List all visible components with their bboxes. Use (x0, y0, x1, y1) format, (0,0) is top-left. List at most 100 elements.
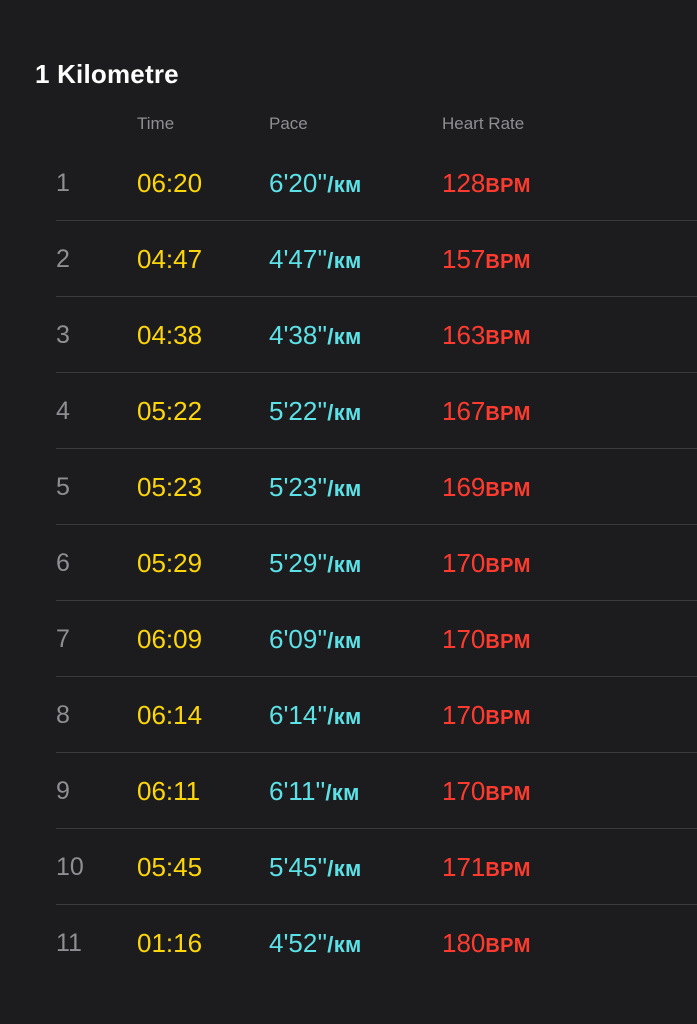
row-divider (56, 372, 697, 373)
row-divider (56, 220, 697, 221)
split-time: 04:38 (137, 320, 203, 350)
heart-rate-unit: BPM (485, 859, 531, 881)
split-heart-rate: 170BPM (442, 525, 531, 604)
split-heart-rate: 170BPM (442, 753, 531, 832)
split-time: 06:20 (137, 168, 203, 198)
heart-rate-unit: BPM (485, 327, 531, 349)
split-heart-rate-value: 167 (442, 396, 486, 426)
split-heart-rate: 167BPM (442, 373, 531, 452)
split-pace: 6'20''/км (269, 145, 362, 223)
split-heart-rate: 170BPM (442, 677, 531, 756)
split-index: 4 (56, 397, 70, 425)
row-divider (56, 524, 697, 525)
split-heart-rate: 163BPM (442, 297, 531, 376)
split-pace: 5'45''/км (269, 829, 362, 907)
split-row: 4 05:22 5'22''/км 167BPM (0, 373, 697, 449)
split-time: 04:47 (137, 244, 203, 274)
pace-unit: /км (327, 172, 362, 197)
row-divider (56, 296, 697, 297)
split-time: 05:22 (137, 396, 203, 426)
row-divider (56, 600, 697, 601)
split-index: 11 (56, 929, 82, 957)
heart-rate-unit: BPM (485, 479, 531, 501)
section-title: 1 Kilometre (35, 59, 179, 89)
pace-unit: /км (327, 248, 362, 273)
split-heart-rate: 171BPM (442, 829, 531, 908)
split-index: 9 (56, 777, 70, 805)
split-heart-rate: 170BPM (442, 601, 531, 680)
split-pace-value: 5'29'' (269, 548, 328, 578)
split-row: 11 01:16 4'52''/км 180BPM (0, 905, 697, 981)
split-pace: 5'23''/км (269, 449, 362, 527)
split-pace: 4'52''/км (269, 905, 362, 983)
split-time: 06:14 (137, 700, 203, 730)
split-heart-rate: 157BPM (442, 221, 531, 300)
pace-unit: /км (327, 476, 362, 501)
split-row: 6 05:29 5'29''/км 170BPM (0, 525, 697, 601)
split-row: 1 06:20 6'20''/км 128BPM (0, 145, 697, 221)
split-pace-value: 4'47'' (269, 244, 328, 274)
split-index: 2 (56, 245, 70, 273)
heart-rate-unit: BPM (485, 783, 531, 805)
split-time: 05:45 (137, 852, 203, 882)
heart-rate-column-header: Heart Rate (442, 114, 525, 133)
split-pace: 6'09''/км (269, 601, 362, 679)
pace-unit: /км (327, 552, 362, 577)
split-heart-rate-value: 163 (442, 320, 486, 350)
heart-rate-unit: BPM (485, 555, 531, 577)
split-time: 06:09 (137, 624, 203, 654)
pace-unit: /км (327, 704, 362, 729)
split-pace-value: 4'52'' (269, 928, 328, 958)
split-pace: 6'14''/км (269, 677, 362, 755)
split-heart-rate: 169BPM (442, 449, 531, 528)
row-divider (56, 676, 697, 677)
pace-unit: /км (327, 628, 362, 653)
split-pace-value: 4'38'' (269, 320, 328, 350)
split-heart-rate-value: 157 (442, 244, 486, 274)
row-divider (56, 904, 697, 905)
split-row: 7 06:09 6'09''/км 170BPM (0, 601, 697, 677)
heart-rate-unit: BPM (485, 175, 531, 197)
time-column-header: Time (137, 114, 175, 133)
pace-unit: /км (325, 780, 360, 805)
pace-column-header: Pace (269, 114, 308, 133)
split-heart-rate: 180BPM (442, 905, 531, 984)
split-row: 2 04:47 4'47''/км 157BPM (0, 221, 697, 297)
split-pace-value: 5'23'' (269, 472, 328, 502)
split-pace: 5'29''/км (269, 525, 362, 603)
split-heart-rate-value: 170 (442, 548, 486, 578)
pace-unit: /км (327, 932, 362, 957)
split-pace-value: 6'09'' (269, 624, 328, 654)
pace-unit: /км (327, 324, 362, 349)
split-heart-rate-value: 169 (442, 472, 486, 502)
split-heart-rate: 128BPM (442, 145, 531, 224)
pace-unit: /км (327, 856, 362, 881)
split-pace-value: 5'22'' (269, 396, 328, 426)
split-pace-value: 6'14'' (269, 700, 328, 730)
split-pace: 6'11''/км (269, 753, 360, 831)
split-row: 5 05:23 5'23''/км 169BPM (0, 449, 697, 525)
split-pace-value: 6'11'' (269, 776, 326, 806)
split-index: 8 (56, 701, 70, 729)
split-time: 05:29 (137, 548, 203, 578)
splits-list: 1 06:20 6'20''/км 128BPM 2 04:47 4'47''/… (0, 145, 697, 981)
split-time: 05:23 (137, 472, 203, 502)
heart-rate-unit: BPM (485, 707, 531, 729)
row-divider (56, 448, 697, 449)
split-index: 1 (56, 169, 70, 197)
row-divider (56, 752, 697, 753)
split-index: 6 (56, 549, 70, 577)
split-heart-rate-value: 170 (442, 624, 486, 654)
heart-rate-unit: BPM (485, 251, 531, 273)
column-header-row: Time Pace Heart Rate (0, 112, 697, 136)
split-row: 3 04:38 4'38''/км 163BPM (0, 297, 697, 373)
split-pace: 4'38''/км (269, 297, 362, 375)
pace-unit: /км (327, 400, 362, 425)
split-heart-rate-value: 128 (442, 168, 486, 198)
split-heart-rate-value: 170 (442, 776, 486, 806)
split-row: 8 06:14 6'14''/км 170BPM (0, 677, 697, 753)
heart-rate-unit: BPM (485, 935, 531, 957)
split-heart-rate-value: 180 (442, 928, 486, 958)
row-divider (56, 828, 697, 829)
